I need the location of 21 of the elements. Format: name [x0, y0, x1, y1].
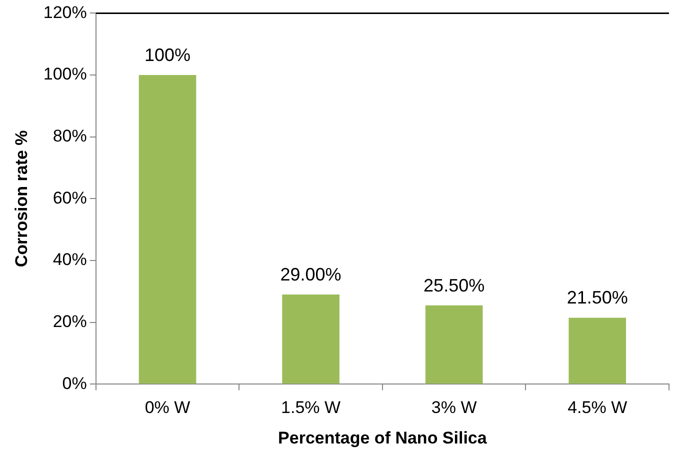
data-label: 29.00%: [280, 264, 342, 285]
x-axis-title: Percentage of Nano Silica: [278, 428, 488, 448]
bar: [568, 318, 626, 384]
bar: [282, 294, 340, 384]
x-tick-label: 3% W: [431, 398, 477, 418]
data-label: 100%: [144, 45, 191, 65]
bar: [138, 75, 196, 384]
x-tick-label: 4.5% W: [568, 398, 628, 418]
y-tick-label: 20%: [52, 312, 87, 332]
bar: [425, 305, 483, 384]
y-tick-label: 80%: [52, 126, 87, 146]
y-tick-label: 60%: [52, 188, 87, 208]
x-tick-label: 1.5% W: [281, 398, 341, 418]
y-tick-label: 120%: [43, 2, 87, 22]
data-label: 25.50%: [424, 275, 485, 296]
y-tick-label: 0%: [62, 374, 87, 393]
y-axis-title: Corrosion rate %: [12, 130, 31, 268]
data-label: 21.50%: [566, 288, 628, 308]
x-tick-label: 0% W: [144, 398, 190, 418]
y-tick-label: 100%: [43, 64, 87, 84]
y-tick-label: 40%: [52, 250, 87, 270]
